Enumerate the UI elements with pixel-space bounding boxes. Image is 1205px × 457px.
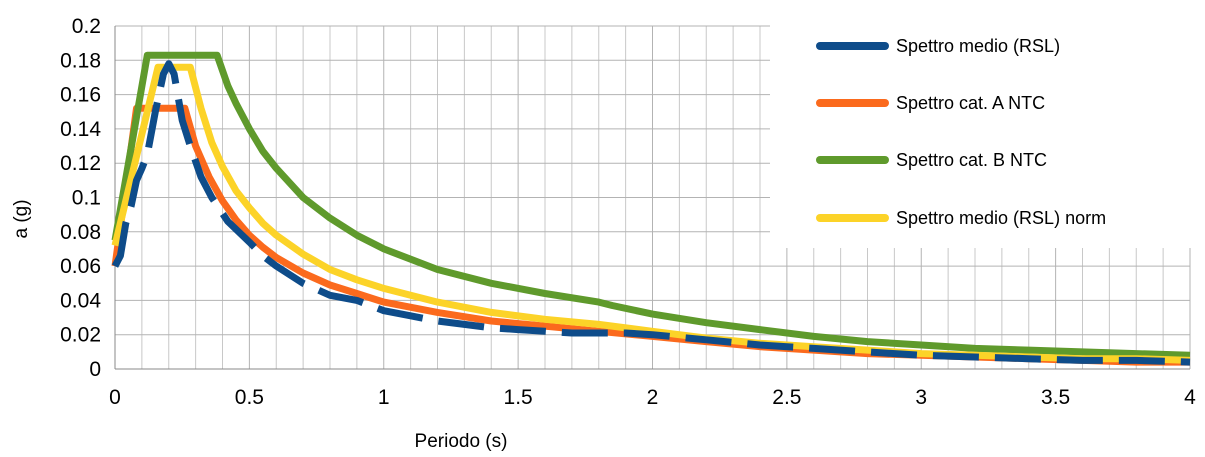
y-tick-label: 0.2 (72, 15, 101, 38)
series-lines (111, 51, 1191, 366)
x-tick-label: 3.5 (1041, 386, 1070, 409)
x-tick-label: 4 (1184, 386, 1196, 409)
y-tick-label: 0.12 (60, 152, 101, 175)
y-axis-tick-labels: 0 0.02 0.04 0.06 0.08 0.1 0.12 0.14 0.16 0.18 0.2 (60, 15, 101, 381)
plot-axes (114, 26, 1190, 370)
x-axis-title: Periodo (s) (415, 431, 508, 452)
legend-background (770, 20, 1202, 248)
y-tick-label: 0.04 (60, 289, 101, 312)
x-tick-label: 0 (109, 386, 121, 409)
x-tick-label: 0.5 (235, 386, 264, 409)
y-tick-label: 0.08 (60, 221, 101, 244)
x-tick-label: 1.5 (504, 386, 533, 409)
legend-label: Spettro cat. A NTC (896, 93, 1045, 113)
y-tick-label: 0 (89, 358, 101, 381)
x-axis-tick-labels: 0 0.5 1 1.5 2 2.5 3 3.5 4 (109, 386, 1196, 409)
series-line-1 (111, 60, 1191, 366)
x-tick-label: 3 (915, 386, 927, 409)
legend-label: Spettro cat. B NTC (896, 150, 1047, 170)
x-tick-label: 2 (647, 386, 659, 409)
x-tick-label: 2.5 (772, 386, 801, 409)
series-line-3 (111, 51, 1191, 359)
y-axis-title: a (g) (11, 199, 32, 238)
legend: Spettro medio (RSL) Spettro cat. A NTC Spe… (770, 20, 1202, 248)
y-tick-label: 0.1 (72, 187, 101, 210)
y-tick-label: 0.06 (60, 255, 101, 278)
legend-label: Spettro medio (RSL) (896, 36, 1060, 56)
y-tick-label: 0.16 (60, 84, 101, 107)
y-tick-label: 0.14 (60, 118, 101, 141)
y-tick-label: 0.02 (60, 324, 101, 347)
x-tick-label: 1 (378, 386, 390, 409)
legend-label: Spettro medio (RSL) norm (896, 208, 1106, 228)
y-tick-label: 0.18 (60, 49, 101, 72)
